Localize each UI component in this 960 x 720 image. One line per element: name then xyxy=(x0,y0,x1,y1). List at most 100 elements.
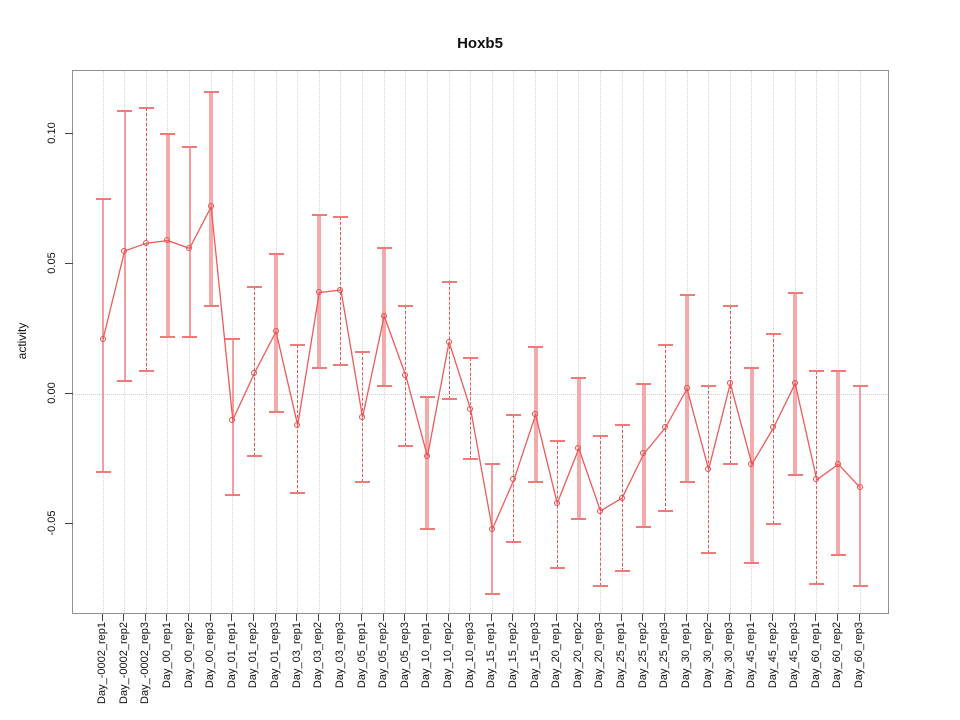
v-gridline xyxy=(816,71,818,613)
x-tick xyxy=(404,614,406,621)
data-point-circle xyxy=(770,424,777,431)
error-bar-cap-top xyxy=(117,109,133,112)
error-bar-cap-bottom xyxy=(225,494,241,497)
x-tick-label: Day_-0002_rep3 xyxy=(139,622,152,704)
x-tick-label: Day_60_rep1 xyxy=(809,622,822,689)
x-tick xyxy=(188,614,190,621)
y-tick-label: 0.00 xyxy=(46,382,58,404)
x-tick-label: Day_10_rep1 xyxy=(420,622,433,689)
error-bar-cap-bottom xyxy=(614,569,630,572)
x-tick xyxy=(620,614,622,621)
data-point-circle xyxy=(532,411,539,418)
data-point-circle xyxy=(834,460,841,467)
x-tick xyxy=(490,614,492,621)
error-bar-cap-bottom xyxy=(376,385,392,388)
error-bar-cap-bottom xyxy=(290,491,306,494)
x-tick-label: Day_03_rep1 xyxy=(290,622,303,689)
x-tick-label: Day_30_rep3 xyxy=(723,622,736,689)
error-bar-cap-bottom xyxy=(311,367,327,369)
error-bar-cap-top xyxy=(355,351,371,354)
x-tick xyxy=(663,614,665,621)
error-bar-cap-top xyxy=(160,133,176,135)
error-bar-cap-top xyxy=(528,346,544,349)
data-point-circle xyxy=(402,372,409,379)
x-tick xyxy=(598,614,600,621)
error-bar-cap-bottom xyxy=(722,463,738,466)
data-point-circle xyxy=(683,385,690,392)
v-gridline xyxy=(513,71,515,613)
x-tick xyxy=(231,614,233,621)
y-tick xyxy=(65,522,73,524)
v-gridline xyxy=(470,71,472,613)
x-tick-label: Day_60_rep2 xyxy=(831,622,844,689)
series-line xyxy=(102,204,861,532)
error-bar-cap-top xyxy=(484,463,500,466)
error-bar-cap-top xyxy=(830,369,846,372)
error-bar-cap-bottom xyxy=(571,517,587,520)
data-point-circle xyxy=(250,369,257,376)
error-bar-cap-top xyxy=(419,395,435,398)
error-bar-cap-bottom xyxy=(506,541,522,544)
data-point-circle xyxy=(856,484,863,491)
data-point-circle xyxy=(229,416,236,423)
v-gridline xyxy=(556,71,558,613)
error-bar-cap-top xyxy=(268,252,284,255)
error-bar-cap-bottom xyxy=(463,458,479,460)
error-bar-cap-top xyxy=(441,281,457,284)
data-point-circle xyxy=(726,380,733,387)
error-bar-cap-bottom xyxy=(268,411,284,414)
x-tick-label: Day_05_rep3 xyxy=(398,622,411,689)
x-tick-label: Day_45_rep1 xyxy=(744,622,757,689)
x-tick xyxy=(815,614,817,621)
x-tick xyxy=(339,614,341,621)
x-tick xyxy=(534,614,536,621)
x-tick xyxy=(296,614,298,621)
v-gridline xyxy=(837,71,839,613)
error-bar-cap-bottom xyxy=(809,582,825,585)
error-bar-cap-bottom xyxy=(744,562,760,564)
y-tick-label: -0.05 xyxy=(46,510,58,536)
data-point-circle xyxy=(294,421,301,428)
x-tick-label: Day_60_rep3 xyxy=(853,622,866,689)
error-bar-stem xyxy=(102,199,104,472)
error-bar-cap-bottom xyxy=(679,481,695,484)
x-tick xyxy=(685,614,687,621)
v-gridline xyxy=(664,71,666,613)
error-bar-cap-top xyxy=(203,91,219,94)
error-bar-cap-bottom xyxy=(852,585,868,588)
error-bar-cap-bottom xyxy=(333,364,349,367)
x-tick xyxy=(793,614,795,621)
x-tick-label: Day_-0002_rep1 xyxy=(96,622,108,704)
error-bar-cap-top xyxy=(809,369,825,372)
error-bar-cap-bottom xyxy=(484,593,500,596)
data-point-circle xyxy=(748,460,755,467)
error-bar-cap-top xyxy=(636,382,652,385)
error-bar-cap-top xyxy=(787,291,803,294)
x-tick xyxy=(274,614,276,621)
x-tick xyxy=(772,614,774,621)
data-point-circle xyxy=(640,450,647,457)
v-gridline xyxy=(643,71,645,613)
x-tick xyxy=(512,614,514,621)
chart-title: Hoxb5 xyxy=(457,35,503,52)
series-polyline xyxy=(102,204,861,532)
x-tick-label: Day_20_rep1 xyxy=(550,622,563,689)
x-tick-label: Day_20_rep2 xyxy=(571,622,584,689)
error-bar-cap-bottom xyxy=(398,445,414,447)
error-bar-cap-top xyxy=(333,216,349,219)
x-tick-label: Day_10_rep2 xyxy=(442,622,455,689)
x-tick xyxy=(858,614,860,621)
x-tick xyxy=(577,614,579,621)
error-bar-stem xyxy=(425,396,430,530)
error-bar-cap-top xyxy=(744,367,760,369)
x-tick-label: Day_25_rep2 xyxy=(636,622,649,689)
x-tick-label: Day_15_rep3 xyxy=(528,622,541,689)
x-tick-label: Day_30_rep2 xyxy=(701,622,714,689)
y-tick-label: 0.05 xyxy=(46,252,58,274)
error-bar-cap-top xyxy=(95,198,111,200)
data-point-circle xyxy=(359,413,366,420)
x-tick-label: Day_00_rep3 xyxy=(204,622,217,689)
y-tick-label: 0.10 xyxy=(46,122,58,144)
error-bar-cap-bottom xyxy=(441,398,457,401)
